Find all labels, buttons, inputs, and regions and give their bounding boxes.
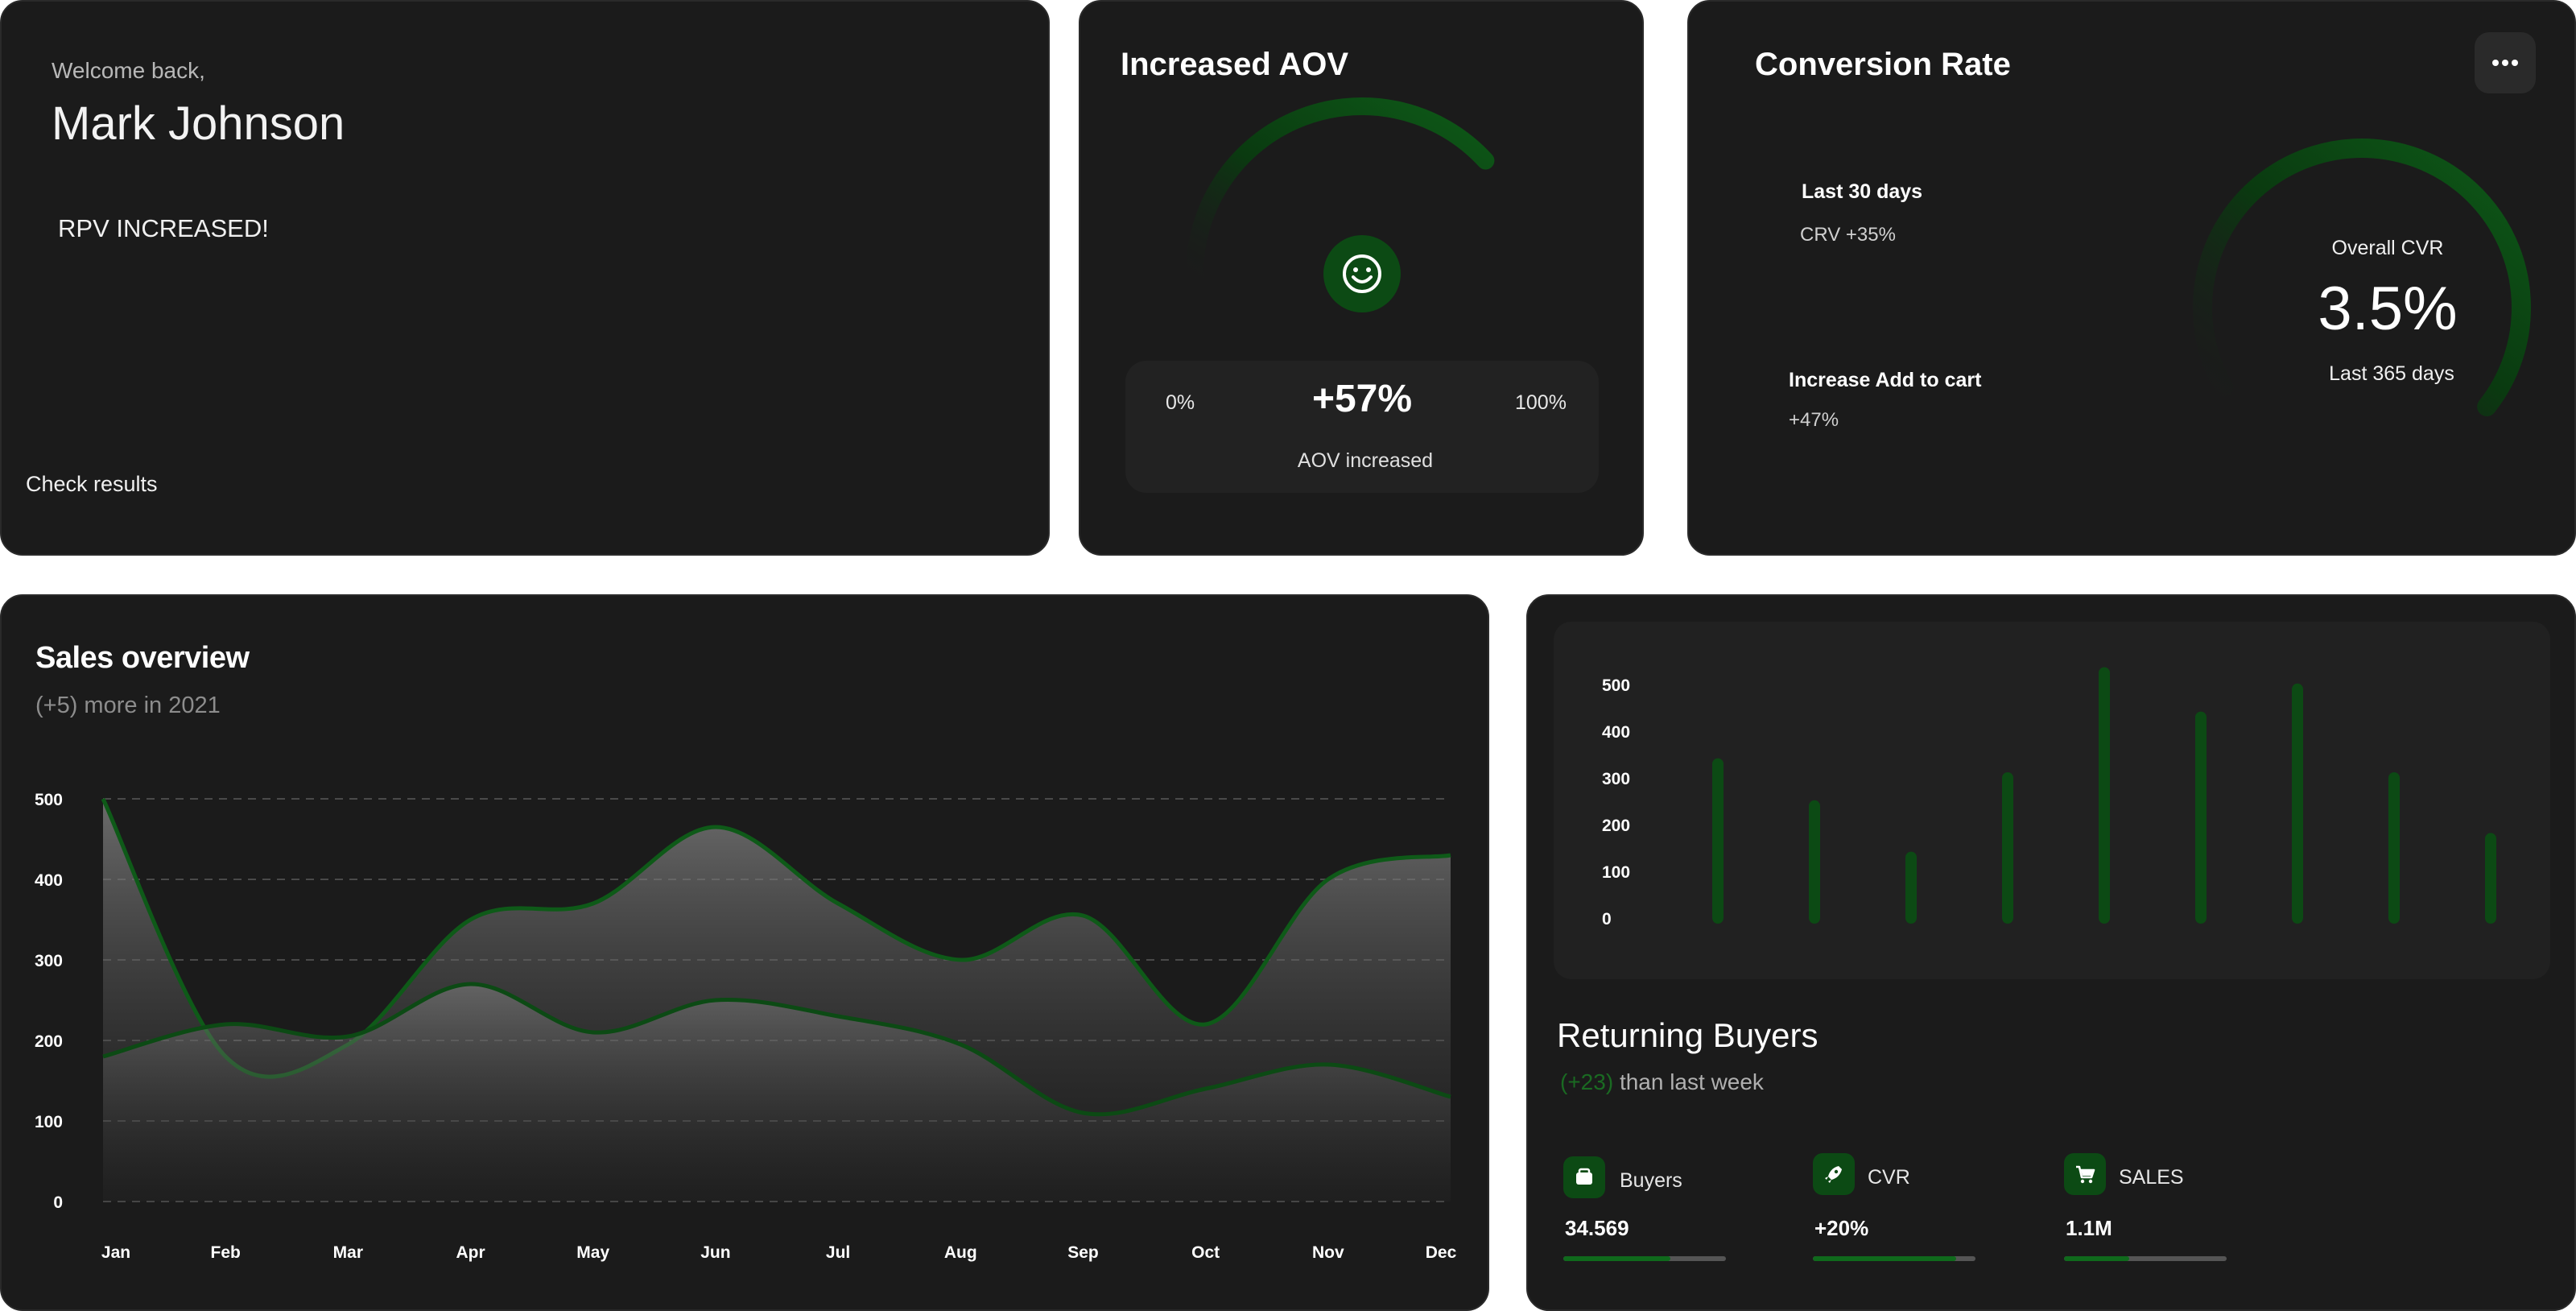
cvr-label: Overall CVR xyxy=(2331,237,2444,259)
welcome-card: Welcome back, Mark Johnson RPV INCREASED… xyxy=(0,0,1050,556)
metric-progress xyxy=(1563,1256,1726,1261)
aov-min-label: 0% xyxy=(1166,391,1195,414)
metric-cvr xyxy=(1813,1153,1855,1195)
y-tick-label: 500 xyxy=(35,791,63,809)
metric-label: Buyers xyxy=(1620,1169,1682,1192)
metric-label: CVR xyxy=(1868,1166,1910,1189)
aov-title: Increased AOV xyxy=(1121,47,1349,82)
metric-progress-fill xyxy=(2064,1256,2129,1261)
metric-sales xyxy=(2064,1153,2106,1195)
x-tick-label: Jun xyxy=(700,1243,730,1262)
area-series-line xyxy=(102,982,1451,1117)
metric-value: +20% xyxy=(1814,1216,1869,1240)
x-tick-label: Oct xyxy=(1191,1243,1220,1262)
sales-overview-card: Sales overview (+5) more in 2021 0 100 200… xyxy=(0,594,1489,1311)
area-series-fill xyxy=(103,983,1451,1201)
conversion-title: Conversion Rate xyxy=(1755,47,2011,82)
y-tick-label: 100 xyxy=(35,1113,63,1131)
check-results-link[interactable]: Check results xyxy=(26,472,158,496)
metric-progress-fill xyxy=(1563,1256,1671,1261)
stat-label: Increase Add to cart xyxy=(1789,369,1982,391)
stat-value: CRV +35% xyxy=(1800,224,1896,246)
sales-subtitle: (+5) more in 2021 xyxy=(35,693,221,718)
x-tick-label: Apr xyxy=(456,1243,485,1262)
cvr-value: 3.5% xyxy=(2318,275,2458,343)
aov-caption: AOV increased xyxy=(1297,449,1434,472)
aov-summary-panel xyxy=(1125,361,1599,493)
metric-progress xyxy=(2064,1256,2227,1261)
sales-area-chart: 0 100 200 300 400 500 Jan Feb Mar Apr May Jun Jul Aug… xyxy=(35,791,1457,1262)
rocket-icon xyxy=(1813,1153,1855,1195)
conversion-card: Conversion Rate Last 30 days CRV +35% In… xyxy=(1687,0,2576,556)
y-tick-label: 400 xyxy=(35,871,63,890)
y-tick-label: 100 xyxy=(1602,863,1630,882)
buyers-bar-chart: 0 100 200 300 400 500 xyxy=(1602,667,2496,928)
x-tick-label: Mar xyxy=(333,1243,363,1262)
y-tick-label: 300 xyxy=(35,952,63,970)
delta-value: (+23) xyxy=(1560,1069,1614,1094)
metric-value: 34.569 xyxy=(1565,1216,1629,1240)
y-tick-label: 200 xyxy=(1602,817,1630,835)
returning-buyers-card: 0 100 200 300 400 500 Returning Buyers (+23) … xyxy=(1526,594,2576,1311)
metric-progress-fill xyxy=(1813,1256,1956,1261)
returning-buyers-subtitle: (+23) than last week xyxy=(1560,1069,1764,1095)
aov-gauge xyxy=(1186,97,1495,298)
y-tick-label: 0 xyxy=(1602,910,1612,928)
cvr-gauge xyxy=(2193,139,2531,416)
ellipsis-icon xyxy=(2492,60,2518,66)
cart-icon xyxy=(2064,1153,2106,1195)
more-options-button[interactable] xyxy=(2475,32,2536,93)
wallet-icon xyxy=(1563,1156,1605,1198)
x-tick-label: Aug xyxy=(944,1243,977,1262)
x-tick-label: Nov xyxy=(1312,1243,1344,1262)
y-tick-label: 300 xyxy=(1602,770,1630,788)
x-tick-label: May xyxy=(576,1243,609,1262)
metric-label: SALES xyxy=(2119,1166,2184,1189)
metric-buyers xyxy=(1563,1156,1605,1198)
aov-gauge-arc xyxy=(1186,97,1495,298)
y-tick-label: 400 xyxy=(1602,723,1630,742)
metric-progress xyxy=(1813,1256,1975,1261)
welcome-message: RPV INCREASED! xyxy=(58,214,269,242)
y-tick-label: 0 xyxy=(53,1193,63,1212)
stat-label: Last 30 days xyxy=(1802,180,1923,203)
sales-title: Sales overview xyxy=(35,641,250,675)
y-tick-label: 200 xyxy=(35,1032,63,1051)
x-tick-label: Jul xyxy=(826,1243,850,1262)
aov-value: +57% xyxy=(1311,378,1413,420)
x-tick-label: Jan xyxy=(101,1243,130,1262)
smiley-icon xyxy=(1323,235,1401,312)
welcome-greeting: Welcome back, xyxy=(52,58,205,83)
x-tick-label: Sep xyxy=(1067,1243,1099,1262)
returning-buyers-title: Returning Buyers xyxy=(1557,1016,1818,1054)
x-tick-label: Dec xyxy=(1426,1243,1457,1262)
user-name: Mark Johnson xyxy=(52,97,345,150)
metric-value: 1.1M xyxy=(2066,1216,2112,1240)
y-tick-label: 500 xyxy=(1602,676,1630,695)
stat-value: +47% xyxy=(1789,409,1839,431)
aov-max-label: 100% xyxy=(1515,391,1567,414)
delta-text: than last week xyxy=(1619,1069,1764,1094)
aov-card: Increased AOV 0% 100% +57% AOV increased xyxy=(1079,0,1644,556)
x-tick-label: Feb xyxy=(211,1243,241,1262)
cvr-gauge-arc xyxy=(2193,139,2531,416)
cvr-caption: Last 365 days xyxy=(2329,362,2454,385)
